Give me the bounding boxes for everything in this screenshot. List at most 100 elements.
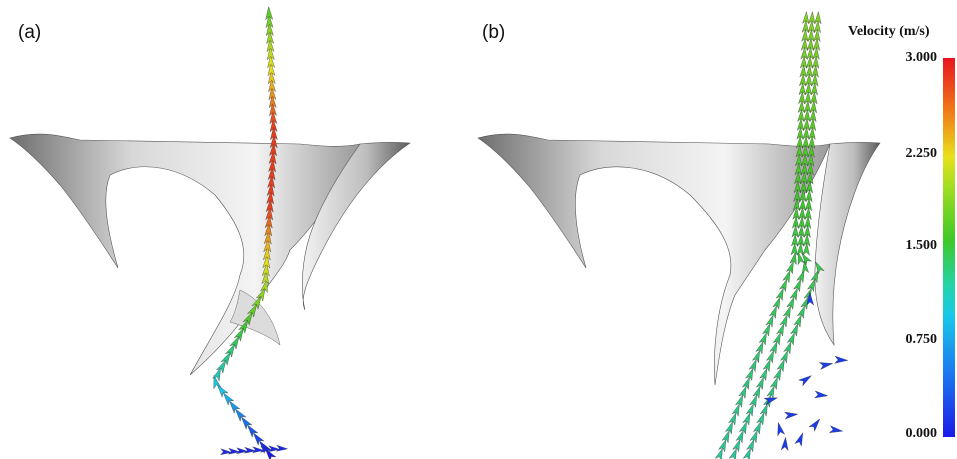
velocity-arrow [269, 134, 278, 149]
velocity-arrow [264, 214, 273, 229]
velocity-arrow [252, 432, 265, 446]
velocity-arrow [809, 100, 817, 114]
velocity-arrow [806, 46, 814, 61]
velocity-arrow [789, 287, 798, 302]
velocity-arrow [267, 54, 276, 69]
velocity-arrow [779, 349, 788, 364]
legend-tick: 3.000 [905, 50, 938, 65]
velocity-arrow [251, 295, 262, 310]
velocity-arrow [806, 162, 814, 176]
velocity-arrow [772, 331, 781, 346]
velocity-arrow [818, 362, 834, 370]
velocity-arrow [259, 445, 273, 453]
velocity-arrow [803, 100, 811, 114]
velocity-arrow [724, 420, 733, 435]
velocity-arrow [797, 215, 806, 230]
velocity-arrow [810, 82, 818, 96]
velocity-arrow [796, 242, 804, 256]
velocity-arrow [216, 359, 227, 374]
velocity-arrow [738, 420, 747, 435]
velocity-arrow [792, 206, 800, 221]
velocity-arrow [795, 144, 803, 158]
panel-label-b: (b) [482, 22, 506, 43]
velocity-arrow [803, 233, 811, 247]
velocity-arrow [811, 55, 820, 69]
velocity-arrow [790, 323, 799, 337]
velocity-arrow [803, 108, 811, 123]
velocity-arrow [264, 222, 273, 237]
velocity-arrow [806, 278, 816, 293]
velocity-arrow [269, 102, 277, 117]
velocity-arrow [240, 416, 253, 430]
velocity-arrow [805, 180, 813, 194]
velocity-arrow [246, 303, 258, 318]
velocity-arrow [268, 158, 276, 173]
velocity-arrow [748, 358, 757, 373]
velocity-arrow [224, 343, 236, 358]
velocity-arrow [777, 421, 786, 437]
velocity-arrow [783, 340, 792, 355]
streamline-arrows-b [714, 11, 849, 459]
velocity-arrow [268, 86, 277, 101]
velocity-arrow [267, 62, 276, 77]
velocity-arrow [811, 64, 819, 78]
velocity-arrow [798, 206, 806, 221]
velocity-arrow [275, 444, 289, 452]
velocity-arrow [805, 64, 813, 78]
velocity-arrow [807, 28, 815, 43]
velocity-arrow [810, 269, 819, 284]
velocity-arrow [804, 82, 812, 96]
velocity-arrow [233, 327, 244, 342]
velocity-arrow [808, 418, 821, 432]
velocity-arrow [766, 385, 775, 399]
velocity-arrow [263, 230, 272, 245]
velocity-arrow [732, 438, 741, 453]
velocity-arrow [799, 189, 807, 203]
velocity-arrow [228, 400, 241, 414]
velocity-arrow [801, 252, 813, 266]
velocity-arrow [782, 305, 791, 319]
velocity-arrow [762, 323, 771, 337]
velocity-arrow [801, 144, 809, 158]
velocity-arrow [213, 374, 222, 390]
velocity-arrow [797, 100, 805, 114]
velocity-arrow [212, 367, 221, 382]
velocity-arrow [793, 180, 801, 194]
velocity-arrow [807, 153, 815, 167]
velocity-arrow [776, 323, 785, 337]
velocity-arrow [802, 117, 811, 132]
velocity-arrow [742, 412, 751, 426]
velocity-arrow [246, 424, 259, 438]
velocity-arrow [265, 206, 274, 221]
velocity-arrow [791, 224, 799, 239]
velocity-arrow [797, 224, 805, 239]
velocity-arrow [794, 432, 804, 447]
velocity-arrow [812, 37, 821, 52]
velocity-arrow [738, 385, 747, 399]
velocity-arrow [813, 19, 821, 34]
velocity-arrow [751, 349, 760, 364]
velocity-arrow [799, 73, 807, 87]
velocity-arrow [786, 296, 795, 310]
velocity-arrow [794, 171, 802, 185]
velocity-arrow [728, 412, 737, 426]
legend-title: Velocity (m/s) [848, 24, 930, 39]
turbine-blades-a [9, 133, 411, 376]
velocity-arrow [800, 162, 808, 176]
velocity-arrow [807, 19, 815, 34]
velocity-arrow [800, 171, 808, 185]
velocity-arrow [220, 351, 231, 366]
velocity-arrow [270, 126, 278, 141]
velocity-arrow [266, 30, 275, 45]
velocity-arrow [735, 429, 744, 444]
velocity-arrow [234, 408, 247, 422]
velocity-arrow [801, 19, 809, 34]
velocity-arrow [266, 182, 275, 197]
velocity-arrow [791, 215, 800, 230]
velocity-arrow [790, 242, 798, 256]
velocity-arrow [758, 331, 767, 346]
velocity-arrow [810, 91, 818, 105]
velocity-arrow [769, 376, 778, 391]
velocity-arrow [266, 190, 275, 205]
velocity-arrow [749, 429, 758, 444]
